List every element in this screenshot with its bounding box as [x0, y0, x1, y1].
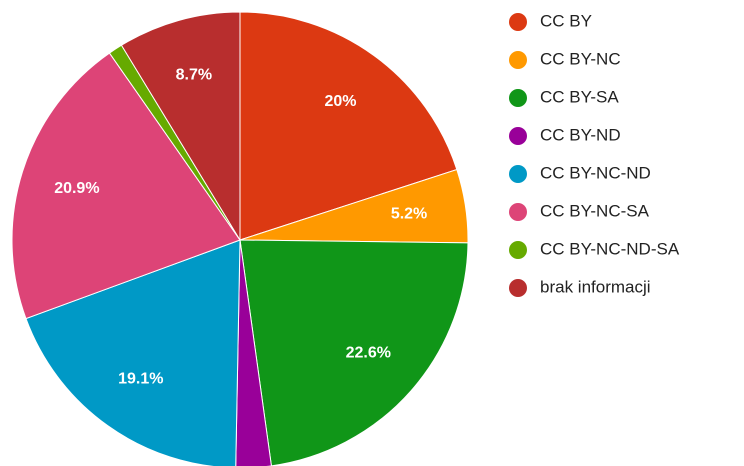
legend-marker [509, 51, 527, 69]
legend-label: CC BY-NC-SA [540, 201, 650, 220]
data-label: 20.9% [54, 180, 99, 197]
legend-label: CC BY-SA [540, 87, 619, 106]
data-label: 20% [324, 93, 356, 110]
legend-marker [509, 279, 527, 297]
legend-marker [509, 127, 527, 145]
pie-slice [239, 11, 458, 241]
legend-label: CC BY-NC-ND [540, 163, 651, 182]
data-label: 19.1% [118, 371, 163, 388]
data-label: 5.2% [391, 206, 427, 223]
legend-label: CC BY-ND [540, 125, 621, 144]
legend-marker [509, 203, 527, 221]
legend-label: CC BY-NC-ND-SA [540, 239, 680, 258]
pie-slice [120, 11, 241, 242]
legend-marker [509, 89, 527, 107]
legend-label: brak informacji [540, 277, 651, 296]
data-label: 22.6% [346, 344, 391, 361]
pie-slice [11, 52, 241, 320]
legend-label: CC BY-NC [540, 49, 621, 68]
pie-slice [239, 239, 469, 466]
legend-marker [509, 165, 527, 183]
legend-label: CC BY [540, 11, 592, 30]
pie-slice [25, 239, 241, 466]
data-label: 8.7% [176, 67, 212, 84]
legend-marker [509, 241, 527, 259]
legend-marker [509, 13, 527, 31]
